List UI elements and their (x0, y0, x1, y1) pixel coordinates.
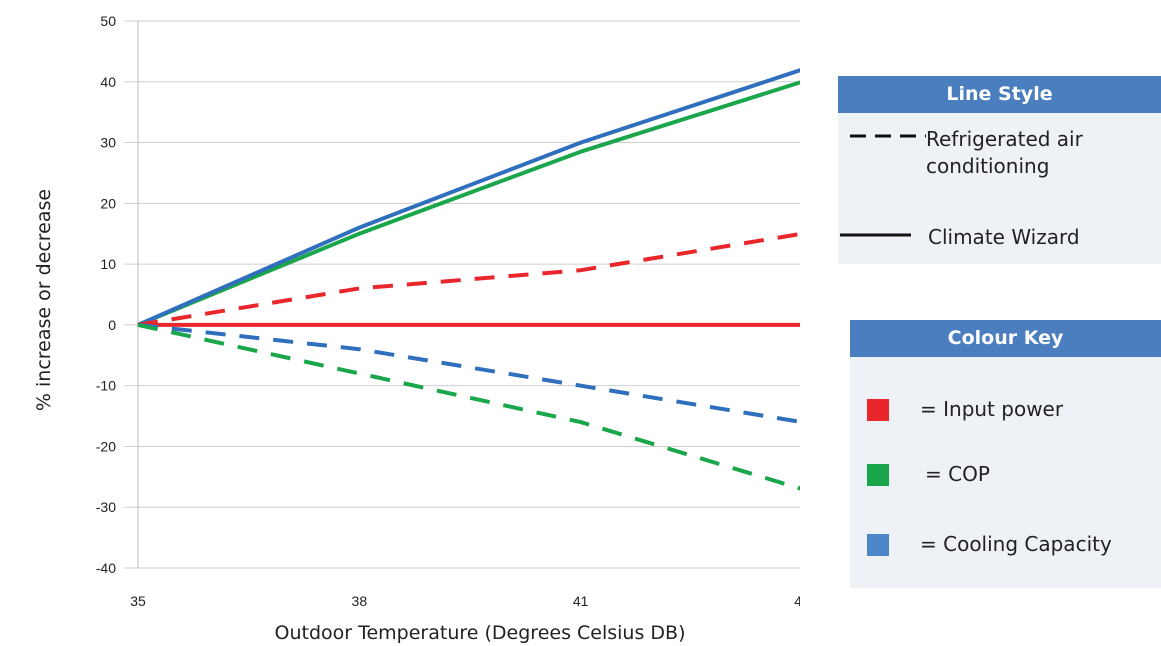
line-style-header: Line Style (838, 76, 1161, 113)
y-tick-label: -40 (96, 560, 116, 576)
series-line-climate-wizard-cop (137, 80, 800, 327)
y-tick-label: -30 (96, 499, 116, 515)
cooling-capacity-label: = Cooling Capacity (920, 532, 1112, 556)
colour-key-legend: Colour Key = Input power = COP = Cooling… (850, 320, 1161, 588)
y-tick-label: 0 (108, 317, 116, 333)
input-power-label: = Input power (920, 397, 1064, 421)
colour-key-header: Colour Key (850, 320, 1161, 357)
x-tick-label: 44 (794, 593, 800, 609)
dashed-line-sample (850, 134, 926, 138)
y-tick-label: -20 (96, 438, 116, 454)
series-line-refrigerated-air-conditioning-cooling-capacity (137, 322, 800, 424)
colour-key-cooling-capacity: = Cooling Capacity (850, 530, 1161, 560)
chart-series (137, 68, 800, 491)
cop-swatch (867, 464, 889, 486)
y-tick-label: -10 (96, 378, 116, 394)
y-tick-label: 50 (100, 13, 116, 29)
y-tick-label: 30 (100, 135, 116, 151)
legend-item-dashed-label: Refrigerated air conditioning (926, 127, 1083, 178)
x-tick-labels: 35 38 41 44 (130, 593, 800, 609)
y-axis-title: % increase or decrease (33, 189, 55, 411)
cooling-capacity-swatch (867, 534, 889, 556)
series-line-refrigerated-air-conditioning-cop (137, 322, 800, 491)
colour-key-input-power: = Input power (850, 395, 1161, 425)
y-tick-label: 40 (100, 74, 116, 90)
cop-label: = COP (925, 462, 990, 486)
solid-line-sample (840, 233, 911, 237)
series-line-refrigerated-air-conditioning-input-power (137, 232, 800, 327)
line-chart: -40 -30 -20 -10 0 10 20 30 40 50 35 38 41 44 Outdoor… (33, 13, 800, 644)
legend-item-solid: Climate Wizard (838, 224, 1161, 254)
x-tick-label: 35 (130, 593, 146, 609)
y-tick-labels: -40 -30 -20 -10 0 10 20 30 40 50 (96, 13, 116, 576)
legend-item-dashed: Refrigerated air conditioning (838, 126, 1161, 186)
x-tick-label: 38 (352, 593, 368, 609)
y-tick-label: 20 (100, 195, 116, 211)
input-power-swatch (867, 399, 889, 421)
legend-item-solid-label: Climate Wizard (928, 225, 1080, 249)
x-axis-title: Outdoor Temperature (Degrees Celsius DB) (275, 622, 686, 644)
line-style-legend: Line Style Refrigerated air conditioning… (838, 76, 1161, 264)
series-line-climate-wizard-cooling-capacity (137, 68, 800, 327)
colour-key-cop: = COP (850, 460, 1161, 490)
x-tick-label: 41 (573, 593, 589, 609)
y-tick-label: 10 (100, 256, 116, 272)
